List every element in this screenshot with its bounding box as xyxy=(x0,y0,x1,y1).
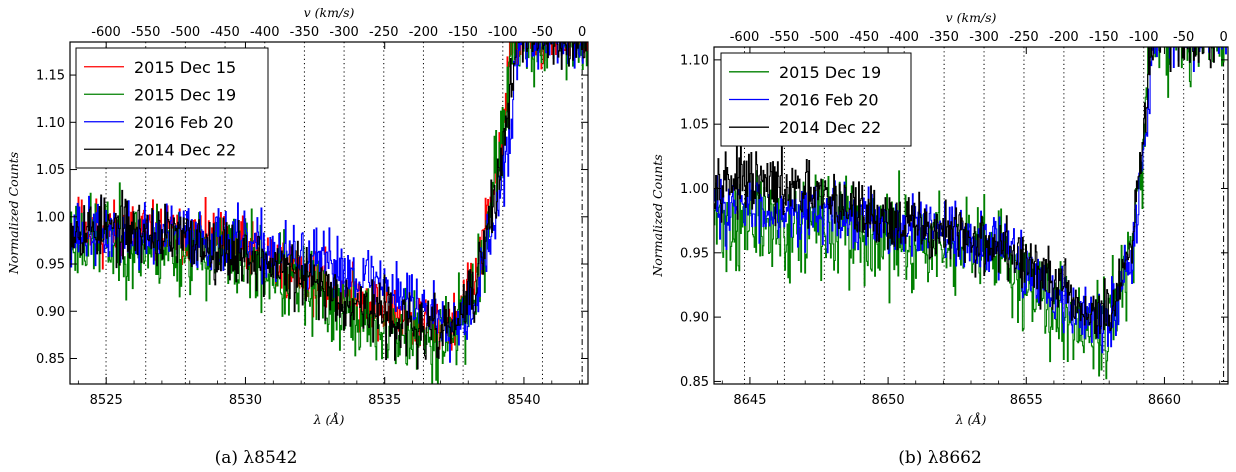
x-axis-label: λ (Å) xyxy=(313,412,345,427)
y-axis-label: Normalized Counts xyxy=(6,152,21,275)
velocity-tick-label: -100 xyxy=(1129,30,1159,45)
velocity-tick-label: -200 xyxy=(409,25,439,40)
legend-entry: 2014 Dec 22 xyxy=(779,118,881,137)
y-tick-label: 0.90 xyxy=(36,305,65,320)
x-tick-label: 8655 xyxy=(1010,393,1043,408)
legend-entry: 2015 Dec 19 xyxy=(779,63,881,82)
y-tick-label: 1.15 xyxy=(36,69,65,84)
y-tick-label: 0.90 xyxy=(680,311,709,326)
x-tick-label: 8540 xyxy=(507,393,540,408)
legend: 2015 Dec 19 2016 Feb 20 2014 Dec 22 xyxy=(720,52,912,147)
legend-entry: 2016 Feb 20 xyxy=(779,91,879,110)
top-axis-label: v (km/s) xyxy=(946,10,997,25)
series-line-2014-dec-22 xyxy=(714,47,1215,339)
series-line-2014-dec-22 xyxy=(70,42,587,370)
velocity-tick-label: -600 xyxy=(91,25,121,40)
velocity-tick-label: -50 xyxy=(1173,30,1194,45)
legend-entry: 2015 Dec 19 xyxy=(134,85,236,104)
x-tick-label: 8530 xyxy=(229,393,262,408)
velocity-tick-label: -250 xyxy=(1009,30,1039,45)
y-tick-label: 0.95 xyxy=(680,246,709,261)
x-tick-label: 8660 xyxy=(1148,393,1181,408)
x-tick-label: 8650 xyxy=(872,393,905,408)
y-tick-label: 0.85 xyxy=(36,352,65,367)
velocity-tick-label: -550 xyxy=(770,30,800,45)
velocity-tick-label: -600 xyxy=(730,30,760,45)
x-tick-label: 8525 xyxy=(90,393,123,408)
y-tick-label: 1.05 xyxy=(680,118,709,133)
velocity-tick-label: -300 xyxy=(329,25,359,40)
x-axis-label: λ (Å) xyxy=(955,412,987,427)
legend-entry: 2016 Feb 20 xyxy=(134,113,234,132)
velocity-tick-label: -250 xyxy=(369,25,399,40)
velocity-tick-label: -200 xyxy=(1049,30,1079,45)
y-tick-label: 1.10 xyxy=(36,116,65,131)
y-tick-label: 1.10 xyxy=(680,53,709,68)
velocity-tick-label: -500 xyxy=(171,25,201,40)
velocity-tick-label: -150 xyxy=(448,25,478,40)
velocity-tick-label: -350 xyxy=(290,25,320,40)
velocity-tick-label: -450 xyxy=(850,30,880,45)
legend: 2015 Dec 15 2015 Dec 19 2016 Feb 20 2014 De… xyxy=(75,47,269,169)
velocity-tick-label: -400 xyxy=(250,25,280,40)
velocity-tick-label: -550 xyxy=(131,25,161,40)
y-tick-label: 1.05 xyxy=(36,163,65,178)
velocity-tick-label: -500 xyxy=(810,30,840,45)
panel-caption: (a) λ8542 xyxy=(215,448,298,468)
legend-entry: 2015 Dec 15 xyxy=(134,58,236,77)
y-tick-label: 1.00 xyxy=(36,210,65,225)
series-group xyxy=(714,47,1227,380)
velocity-tick-label: -350 xyxy=(929,30,959,45)
y-axis-label: Normalized Counts xyxy=(650,154,665,277)
legend-box xyxy=(75,47,269,169)
top-axis-label: v (km/s) xyxy=(304,5,355,20)
velocity-tick-label: -150 xyxy=(1089,30,1119,45)
series-group xyxy=(70,42,588,384)
velocity-tick-label: 0 xyxy=(1219,30,1227,45)
y-tick-label: 1.00 xyxy=(680,182,709,197)
velocity-tick-label: -100 xyxy=(488,25,518,40)
panel-caption: (b) λ8662 xyxy=(898,448,982,468)
panel-b-lambda-8662: 8645 8650 8655 8660 0.85 0.90 0.95 1.00 1.05 1.10… xyxy=(650,10,1229,468)
velocity-tick-label: -400 xyxy=(889,30,919,45)
legend-entry: 2014 Dec 22 xyxy=(134,140,236,159)
y-tick-label: 0.95 xyxy=(36,258,65,273)
velocity-tick-label: -450 xyxy=(210,25,240,40)
velocity-tick-label: -300 xyxy=(969,30,999,45)
x-tick-label: 8645 xyxy=(733,393,766,408)
y-tick-label: 0.85 xyxy=(680,375,709,390)
velocity-tick-label: -50 xyxy=(532,25,553,40)
x-tick-label: 8535 xyxy=(368,393,401,408)
panel-a-lambda-8542: 8525 8530 8535 8540 0.85 0.90 0.95 1.00 1.05 1.10… xyxy=(6,5,589,468)
velocity-tick-label: 0 xyxy=(578,25,586,40)
